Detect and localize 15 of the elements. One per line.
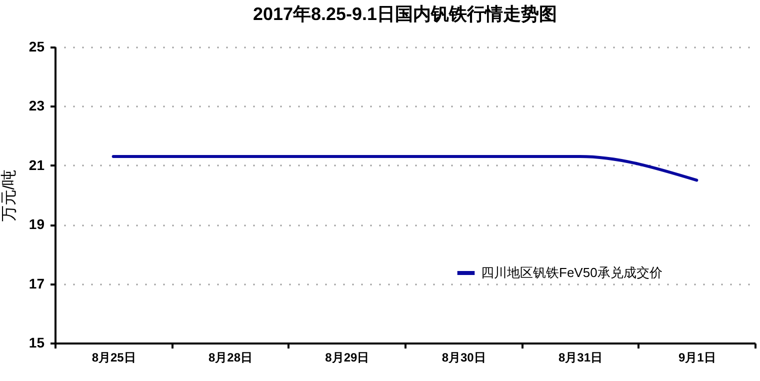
x-tick-label: 8月28日 [208, 350, 253, 364]
chart-title: 2017年8.25-9.1日国内钒铁行情走势图 [252, 4, 558, 24]
legend-label: 四川地区钒铁FeV50承兑成交价 [481, 265, 662, 280]
y-tick-label: 15 [28, 334, 45, 350]
x-tick-label: 8月31日 [558, 350, 603, 364]
y-tick-label: 17 [28, 275, 45, 292]
y-tick-label: 19 [28, 216, 45, 232]
x-tick-label: 9月1日 [678, 350, 716, 364]
y-tick-label: 23 [28, 98, 45, 114]
x-tick-label: 8月30日 [442, 350, 486, 364]
y-tick-label: 25 [28, 38, 45, 54]
x-tick-label: 8月25日 [92, 350, 136, 364]
y-tick-label: 21 [28, 156, 45, 173]
x-tick-label: 8月29日 [325, 350, 370, 364]
y-axis-title: 万元/吨 [0, 169, 18, 222]
